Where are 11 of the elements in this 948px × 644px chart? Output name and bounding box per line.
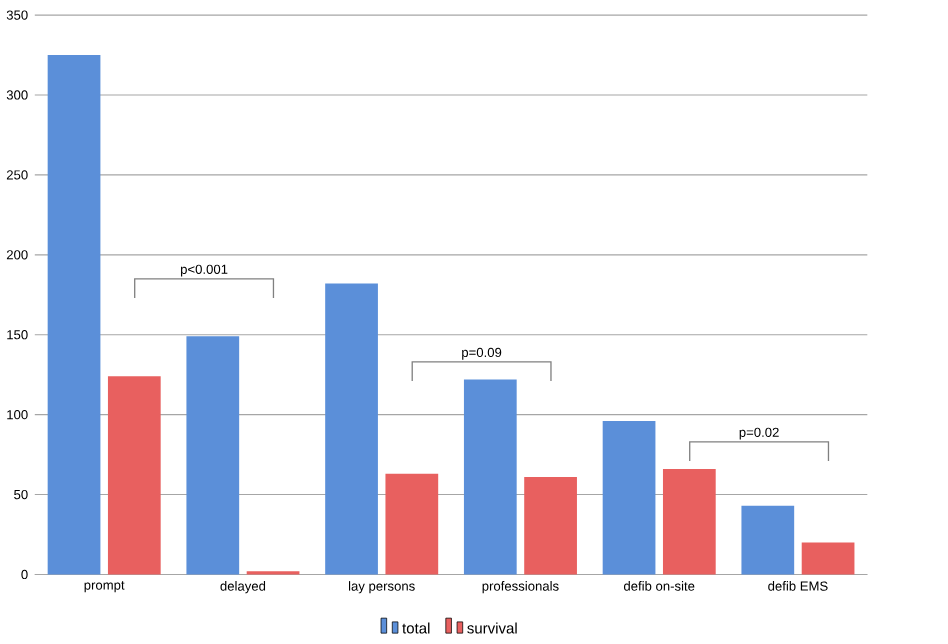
bar: [801, 542, 855, 575]
bar: [741, 505, 795, 575]
bar: [325, 283, 378, 575]
bar: [662, 469, 716, 575]
bar: [463, 379, 517, 575]
bar: [602, 421, 656, 575]
bar: [107, 376, 161, 575]
bar: [524, 477, 577, 575]
bar: [47, 55, 101, 575]
bar: [385, 473, 439, 575]
bar: [186, 336, 240, 575]
